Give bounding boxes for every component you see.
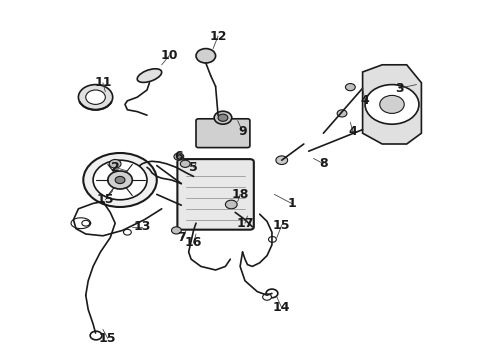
Circle shape [266, 289, 278, 298]
Circle shape [115, 176, 125, 184]
FancyBboxPatch shape [196, 119, 250, 148]
Text: 4: 4 [361, 94, 369, 107]
Circle shape [214, 111, 232, 124]
Circle shape [263, 294, 271, 300]
Text: 7: 7 [177, 231, 186, 244]
Circle shape [380, 95, 404, 113]
Ellipse shape [137, 69, 162, 82]
Circle shape [123, 229, 131, 235]
Text: 18: 18 [231, 188, 249, 201]
Circle shape [180, 160, 190, 167]
Circle shape [276, 156, 288, 165]
Circle shape [86, 90, 105, 104]
Circle shape [225, 200, 237, 209]
Text: 4: 4 [348, 125, 357, 138]
Text: 17: 17 [236, 217, 254, 230]
Circle shape [93, 160, 147, 200]
Text: 10: 10 [160, 49, 178, 62]
Text: 14: 14 [273, 301, 291, 314]
Text: 6: 6 [174, 150, 183, 163]
FancyBboxPatch shape [177, 159, 254, 230]
Circle shape [108, 171, 132, 189]
Circle shape [172, 227, 181, 234]
Circle shape [90, 331, 102, 340]
Text: 16: 16 [185, 237, 202, 249]
Circle shape [218, 114, 228, 121]
Circle shape [337, 110, 347, 117]
Text: 9: 9 [238, 125, 247, 138]
Circle shape [78, 85, 113, 110]
Text: 5: 5 [189, 161, 198, 174]
Circle shape [269, 237, 276, 242]
Circle shape [83, 153, 157, 207]
Circle shape [109, 159, 121, 168]
Text: 1: 1 [287, 197, 296, 210]
Text: 8: 8 [319, 157, 328, 170]
Circle shape [345, 84, 355, 91]
Circle shape [82, 220, 90, 226]
Text: 11: 11 [94, 76, 112, 89]
Text: 15: 15 [99, 332, 117, 345]
Text: 12: 12 [209, 30, 227, 42]
Text: 2: 2 [111, 161, 120, 174]
Circle shape [196, 49, 216, 63]
Polygon shape [363, 65, 421, 144]
Circle shape [365, 85, 419, 124]
Text: 15: 15 [97, 193, 114, 206]
Circle shape [174, 153, 184, 160]
Text: 13: 13 [133, 220, 151, 233]
Text: 3: 3 [395, 82, 404, 95]
Text: 15: 15 [273, 219, 291, 231]
